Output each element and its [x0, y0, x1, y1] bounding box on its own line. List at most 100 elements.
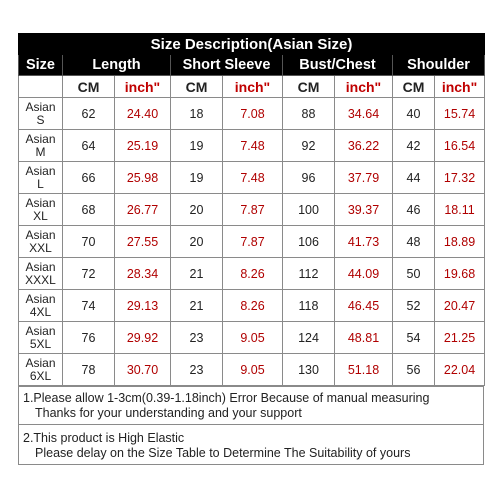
sleeve-inch-cell: 7.87	[222, 193, 283, 226]
sleeve-inch-cell: 7.08	[222, 97, 283, 130]
size-cell: Asian L	[18, 161, 63, 194]
shoulder-inch-cell: 21.25	[433, 321, 486, 354]
shoulder-cm-cell: 50	[392, 257, 435, 290]
length-inch-cell: 28.34	[114, 257, 171, 290]
sleeve-inch-cell: 7.87	[222, 225, 283, 258]
size-table: Size Description(Asian Size) Size Length…	[17, 33, 486, 386]
header-bust-chest: Bust/Chest	[282, 54, 393, 76]
size-cell: Asian XXXL	[18, 257, 63, 290]
bust-cm-cell: 96	[282, 161, 335, 194]
size-cell: Asian 6XL	[18, 353, 63, 386]
length-inch-cell: 27.55	[114, 225, 171, 258]
size-label: 6XL	[29, 368, 52, 383]
size-prefix: Asian	[25, 355, 56, 370]
table-row: Asian M 64 25.19 19 7.48 92 36.22 42 16.54	[18, 129, 486, 162]
size-prefix: Asian	[25, 195, 56, 210]
length-cm-cell: 78	[62, 353, 115, 386]
size-prefix: Asian	[25, 291, 56, 306]
sleeve-cm-cell: 20	[170, 193, 223, 226]
note-error-tolerance: 1.Please allow 1-3cm(0.39-1.18inch) Erro…	[19, 386, 483, 424]
size-prefix: Asian	[25, 163, 56, 178]
length-cm-cell: 72	[62, 257, 115, 290]
table-row: Asian XXL 70 27.55 20 7.87 106 41.73 48 18.89	[18, 225, 486, 258]
bust-cm-cell: 118	[282, 289, 335, 322]
size-chart: Size Description(Asian Size) Size Length…	[17, 33, 486, 465]
size-cell: Asian XXL	[18, 225, 63, 258]
unit-inch: inch"	[334, 75, 393, 98]
bust-cm-cell: 88	[282, 97, 335, 130]
size-prefix: Asian	[25, 323, 56, 338]
shoulder-cm-cell: 54	[392, 321, 435, 354]
sleeve-cm-cell: 21	[170, 289, 223, 322]
note-elastic: 2.This product is High Elastic Please de…	[19, 424, 483, 464]
shoulder-cm-cell: 44	[392, 161, 435, 194]
unit-blank	[18, 75, 63, 98]
note-2-line-2: Please delay on the Size Table to Determ…	[35, 446, 411, 460]
table-row: Asian 5XL 76 29.92 23 9.05 124 48.81 54 21.25	[18, 321, 486, 354]
header-size: Size	[18, 54, 63, 76]
length-inch-cell: 29.92	[114, 321, 171, 354]
size-cell: Asian 5XL	[18, 321, 63, 354]
sleeve-inch-cell: 9.05	[222, 353, 283, 386]
sleeve-cm-cell: 19	[170, 161, 223, 194]
size-label: XL	[33, 208, 48, 223]
length-cm-cell: 68	[62, 193, 115, 226]
size-label: 5XL	[29, 336, 52, 351]
bust-inch-cell: 37.79	[334, 161, 393, 194]
header-row: Size Length Short Sleeve Bust/Chest Shou…	[18, 54, 486, 76]
unit-inch: inch"	[433, 75, 486, 98]
shoulder-cm-cell: 40	[392, 97, 435, 130]
size-prefix: Asian	[25, 259, 56, 274]
shoulder-cm-cell: 56	[392, 353, 435, 386]
unit-inch: inch"	[114, 75, 171, 98]
length-inch-cell: 29.13	[114, 289, 171, 322]
length-cm-cell: 70	[62, 225, 115, 258]
size-label: XXL	[29, 240, 52, 255]
shoulder-inch-cell: 19.68	[433, 257, 486, 290]
note-2-line-1: 2.This product is High Elastic	[23, 431, 185, 445]
table-row: Asian S 62 24.40 18 7.08 88 34.64 40 15.74	[18, 97, 486, 130]
size-label: 4XL	[29, 304, 52, 319]
bust-cm-cell: 106	[282, 225, 335, 258]
shoulder-inch-cell: 17.32	[433, 161, 486, 194]
sleeve-inch-cell: 7.48	[222, 161, 283, 194]
length-cm-cell: 64	[62, 129, 115, 162]
size-prefix: Asian	[25, 227, 56, 242]
table-row: Asian 6XL 78 30.70 23 9.05 130 51.18 56 22.04	[18, 353, 486, 386]
unit-cm: CM	[392, 75, 435, 98]
notes-box: 1.Please allow 1-3cm(0.39-1.18inch) Erro…	[18, 386, 484, 465]
bust-cm-cell: 92	[282, 129, 335, 162]
length-inch-cell: 24.40	[114, 97, 171, 130]
table-title-row: Size Description(Asian Size)	[17, 33, 486, 55]
shoulder-inch-cell: 15.74	[433, 97, 486, 130]
size-cell: Asian S	[18, 97, 63, 130]
note-1-line-1: 1.Please allow 1-3cm(0.39-1.18inch) Erro…	[23, 391, 430, 405]
table-row: Asian XXXL 72 28.34 21 8.26 112 44.09 50 19.68	[18, 257, 486, 290]
sleeve-inch-cell: 8.26	[222, 289, 283, 322]
length-inch-cell: 25.19	[114, 129, 171, 162]
size-label: S	[36, 112, 45, 127]
bust-cm-cell: 112	[282, 257, 335, 290]
sleeve-inch-cell: 9.05	[222, 321, 283, 354]
bust-cm-cell: 124	[282, 321, 335, 354]
bust-inch-cell: 46.45	[334, 289, 393, 322]
sleeve-cm-cell: 21	[170, 257, 223, 290]
bust-cm-cell: 100	[282, 193, 335, 226]
length-cm-cell: 74	[62, 289, 115, 322]
unit-cm: CM	[170, 75, 223, 98]
length-cm-cell: 66	[62, 161, 115, 194]
shoulder-cm-cell: 42	[392, 129, 435, 162]
shoulder-cm-cell: 52	[392, 289, 435, 322]
size-prefix: Asian	[25, 99, 56, 114]
table-row: Asian XL 68 26.77 20 7.87 100 39.37 46 18.11	[18, 193, 486, 226]
bust-inch-cell: 36.22	[334, 129, 393, 162]
sleeve-cm-cell: 19	[170, 129, 223, 162]
unit-row: CM inch" CM inch" CM inch" CM inch"	[18, 75, 486, 98]
length-inch-cell: 26.77	[114, 193, 171, 226]
bust-inch-cell: 41.73	[334, 225, 393, 258]
size-label: XXXL	[25, 272, 56, 287]
sleeve-cm-cell: 20	[170, 225, 223, 258]
note-1-line-2: Thanks for your understanding and your s…	[35, 406, 302, 420]
table-row: Asian 4XL 74 29.13 21 8.26 118 46.45 52 20.47	[18, 289, 486, 322]
sleeve-cm-cell: 18	[170, 97, 223, 130]
